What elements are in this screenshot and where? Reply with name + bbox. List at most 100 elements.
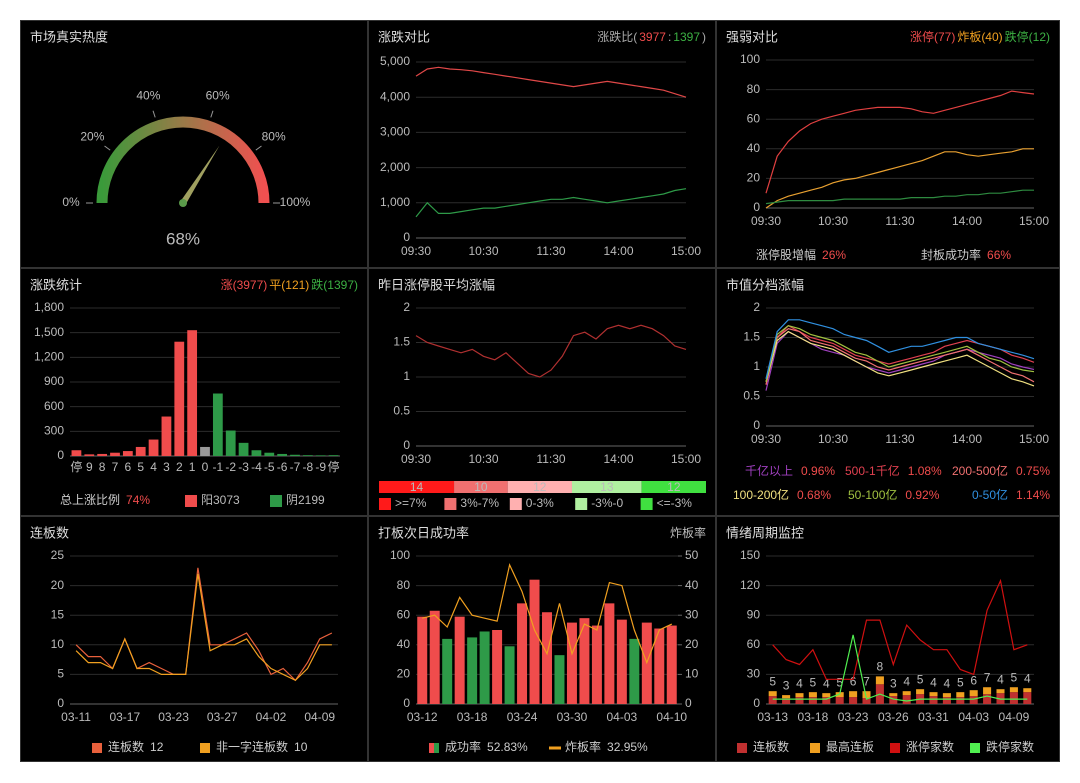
- bar: [875, 676, 884, 685]
- legend-swatch: [444, 498, 457, 510]
- x-tick-label: 03-24: [507, 710, 538, 724]
- y-tick-label: 40: [747, 141, 761, 155]
- y-tick-label: 40: [397, 637, 411, 651]
- panel-frame: [716, 268, 1060, 516]
- legend-label: 阴2199: [286, 493, 325, 507]
- bar: [795, 697, 804, 704]
- y-tick-label: 60: [747, 637, 761, 651]
- bar: [654, 628, 665, 704]
- distribution-count: 10: [474, 480, 488, 494]
- y2-axis-label: 炸板率: [670, 525, 706, 540]
- gauge-tick: [104, 145, 111, 151]
- bar: [479, 631, 490, 704]
- x-tick-label: 10:30: [818, 214, 848, 228]
- y-tick-label: 0: [57, 448, 64, 462]
- x-tick-label: 04-09: [999, 710, 1030, 724]
- data-label: 5: [836, 675, 843, 689]
- panel: 打板次日成功率 0 20 40 60 80 100 0 10 20 30 40 50 炸板率 03-12 03…: [368, 516, 716, 762]
- bar: [604, 603, 615, 704]
- data-label: 3: [783, 678, 790, 692]
- legend-label: -3%-0: [591, 496, 623, 510]
- legend-name: 非一字连板数: [216, 739, 288, 754]
- series-line: [422, 563, 673, 665]
- y-tick-label: 20: [397, 667, 411, 681]
- distribution-segment: [454, 481, 508, 493]
- gauge-tick-label: 40%: [136, 89, 160, 103]
- bar: [902, 695, 911, 704]
- legend-value: 0.92%: [905, 488, 939, 502]
- bar: [328, 455, 339, 456]
- legend-label: <=-3%: [657, 496, 693, 510]
- legend-value: 10: [294, 740, 308, 754]
- bar: [148, 439, 159, 456]
- x-tick-label: -2: [225, 460, 236, 474]
- bar: [200, 446, 210, 456]
- bar: [983, 687, 992, 695]
- x-tick-label: 03-18: [457, 710, 488, 724]
- panel-header-part: 涨跌比(: [597, 29, 637, 44]
- legend-value: 12: [150, 740, 164, 754]
- y-tick-label: 15: [51, 607, 65, 621]
- x-tick-label: 09:30: [401, 452, 431, 466]
- bar: [212, 393, 223, 456]
- bar: [808, 692, 817, 698]
- data-label: 7: [863, 674, 870, 688]
- legend-label: 连板数 12: [108, 739, 164, 754]
- y-tick-label: 0: [57, 696, 64, 710]
- x-tick-label: 03-27: [207, 710, 238, 724]
- legend-swatch: [185, 495, 197, 507]
- x-tick-label: 03-13: [757, 710, 788, 724]
- x-tick-label: 15:00: [671, 244, 701, 258]
- y2-tick-label: 50: [685, 548, 699, 562]
- x-tick-label: 11:30: [885, 432, 914, 446]
- bar: [862, 698, 871, 704]
- panel: 连板数 0 5 10 15 20 25 03-11 03-17 03-23 03-27 04-02 04…: [20, 516, 368, 762]
- panel-title: 情绪周期监控: [726, 525, 804, 540]
- y-tick-label: 1: [403, 369, 410, 383]
- x-tick-label: 04-03: [607, 710, 638, 724]
- distribution-segment: [641, 481, 706, 493]
- panel-header-part: 跌停(12): [1005, 29, 1050, 44]
- series-line: [765, 189, 1034, 205]
- panel-title: 打板次日成功率: [378, 525, 469, 540]
- y-tick-label: 1,800: [34, 300, 64, 314]
- legend-swatch: [379, 498, 391, 510]
- footer-text-part: 74%: [126, 493, 150, 507]
- series-line: [765, 325, 1035, 382]
- y-tick-label: 0: [403, 696, 410, 710]
- x-tick-label: -4: [251, 460, 262, 474]
- legend-value: 1.14%: [1016, 488, 1050, 502]
- data-label: 4: [944, 676, 951, 690]
- legend-swatch: [810, 743, 820, 753]
- bar: [1009, 687, 1018, 693]
- x-tick-label: 11:30: [885, 214, 914, 228]
- series-line: [765, 319, 1035, 379]
- bar: [969, 696, 978, 704]
- x-tick-label: 03-17: [109, 710, 140, 724]
- legend-name: 跌停家数: [986, 739, 1034, 754]
- bar: [616, 619, 627, 704]
- bar: [277, 453, 288, 456]
- x-tick-label: 9: [86, 460, 93, 474]
- data-label: 7: [984, 670, 991, 684]
- y-tick-label: 1,200: [34, 350, 64, 364]
- gauge-value: 68%: [166, 229, 200, 248]
- bar: [849, 691, 858, 698]
- legend-swatch: [200, 743, 210, 753]
- y2-tick-label: 10: [685, 667, 699, 681]
- legend-name: 100-200亿: [733, 487, 789, 502]
- bar: [929, 696, 938, 704]
- panel-header: 涨跌比(3977:1397): [597, 29, 706, 44]
- bar: [889, 693, 898, 697]
- data-label: 4: [796, 676, 803, 690]
- x-tick-label: 03-31: [918, 710, 949, 724]
- data-label: 5: [810, 675, 817, 689]
- x-tick-label: 0: [202, 460, 209, 474]
- legend-swatch: [92, 743, 102, 753]
- bar: [782, 695, 791, 699]
- x-tick-label: 停: [328, 459, 340, 474]
- x-tick-label: 03-23: [158, 710, 189, 724]
- x-tick-label: 3: [163, 460, 170, 474]
- y-tick-label: 4,000: [380, 89, 410, 103]
